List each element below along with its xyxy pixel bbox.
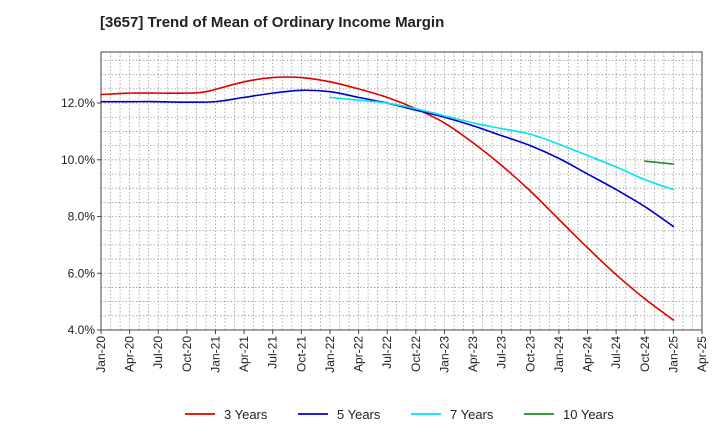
x-tick-label: Apr-20 bbox=[123, 336, 137, 372]
x-tick-label: Jan-22 bbox=[323, 336, 337, 373]
x-axis-ticks: Jan-20 Apr-20 Jul-20 Oct-20 Jan-21 Apr-21 Jul-… bbox=[94, 330, 709, 373]
plot-frame bbox=[100, 51, 703, 331]
y-tick-label: 8.0% bbox=[68, 210, 96, 224]
x-tick-label: Oct-23 bbox=[523, 336, 537, 372]
legend: 3 Years 5 Years 7 Years 10 Years bbox=[185, 407, 614, 422]
x-tick-label: Jan-25 bbox=[666, 336, 680, 373]
grid bbox=[101, 52, 702, 330]
x-tick-label: Jul-20 bbox=[151, 336, 165, 369]
legend-item-3-years: 3 Years bbox=[185, 407, 268, 422]
y-axis-ticks: 4.0% 6.0% 8.0% 10.0% 12.0% bbox=[61, 96, 101, 337]
x-tick-label: Oct-20 bbox=[180, 336, 194, 372]
x-tick-label: Apr-24 bbox=[581, 336, 595, 372]
x-tick-label: Jul-24 bbox=[609, 336, 623, 369]
legend-item-7-years: 7 Years bbox=[411, 407, 494, 422]
x-tick-label: Jan-20 bbox=[94, 336, 108, 373]
x-tick-label: Oct-22 bbox=[409, 336, 423, 372]
x-tick-label: Apr-22 bbox=[352, 336, 366, 372]
x-tick-label: Jan-24 bbox=[552, 336, 566, 373]
series-line-3-years bbox=[100, 76, 675, 321]
x-tick-label: Oct-24 bbox=[638, 336, 652, 372]
legend-label: 5 Years bbox=[337, 407, 381, 422]
x-tick-label: Apr-21 bbox=[237, 336, 251, 372]
series-line-7-years bbox=[329, 96, 675, 191]
y-tick-label: 6.0% bbox=[68, 266, 96, 280]
chart-title: [3657] Trend of Mean of Ordinary Income … bbox=[100, 14, 445, 31]
x-tick-label: Jul-23 bbox=[495, 336, 509, 369]
plot-area bbox=[101, 52, 702, 330]
legend-label: 10 Years bbox=[563, 407, 614, 422]
x-tick-label: Apr-23 bbox=[466, 336, 480, 372]
x-tick-label: Oct-21 bbox=[294, 336, 308, 372]
x-tick-label: Jan-23 bbox=[437, 336, 451, 373]
legend-item-5-years: 5 Years bbox=[298, 407, 381, 422]
x-tick-label: Jan-21 bbox=[208, 336, 222, 373]
y-tick-label: 4.0% bbox=[68, 323, 96, 337]
legend-label: 7 Years bbox=[450, 407, 494, 422]
legend-item-10-years: 10 Years bbox=[524, 407, 614, 422]
series-line-10-years bbox=[643, 160, 675, 165]
y-tick-label: 10.0% bbox=[61, 153, 95, 167]
x-tick-label: Jul-21 bbox=[266, 336, 280, 369]
legend-label: 3 Years bbox=[224, 407, 268, 422]
series-lines bbox=[100, 76, 675, 321]
y-tick-label: 12.0% bbox=[61, 96, 95, 110]
x-tick-label: Jul-22 bbox=[380, 336, 394, 369]
x-tick-label: Apr-25 bbox=[695, 336, 709, 372]
